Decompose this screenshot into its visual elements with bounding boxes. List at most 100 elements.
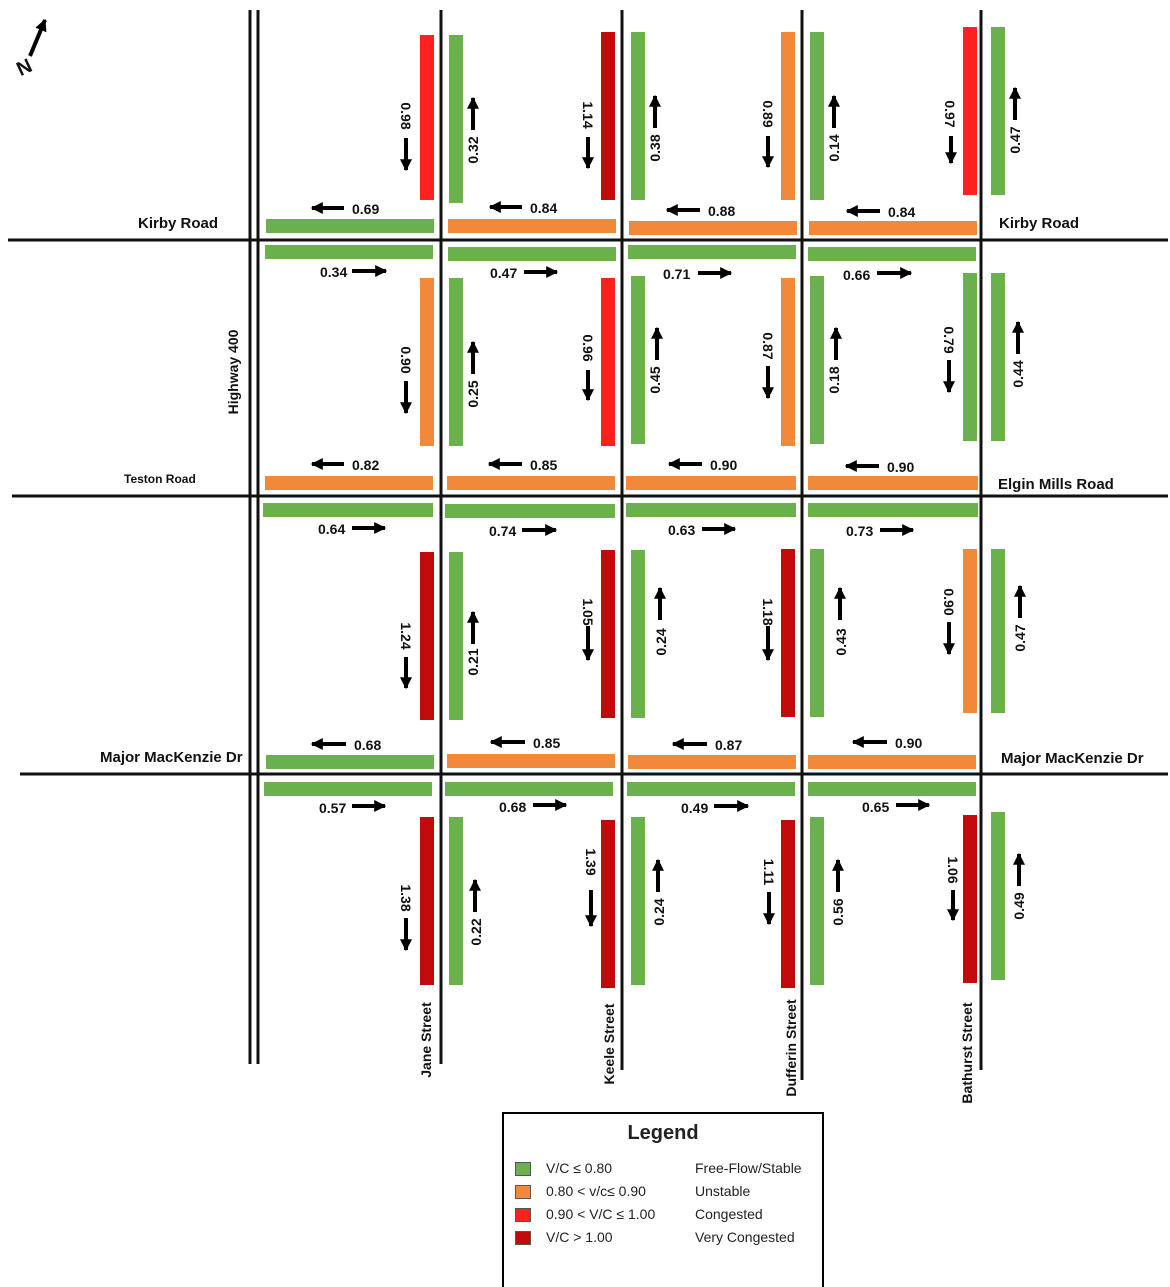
vc-bar — [449, 817, 463, 985]
vc-value-label: 0.68 — [499, 799, 526, 815]
vc-value-label: 0.65 — [862, 799, 889, 815]
vc-value-label: 1.39 — [583, 848, 599, 875]
vc-bar — [449, 278, 463, 446]
vc-bar — [445, 782, 613, 796]
vc-value-label: 1.18 — [760, 598, 776, 625]
vc-value-label: 0.90 — [710, 457, 737, 473]
vc-value-label: 0.47 — [1007, 126, 1023, 153]
legend-swatch — [515, 1162, 531, 1176]
road-label-highway-400: Highway 400 — [225, 329, 241, 414]
vc-value-label: 0.71 — [663, 266, 690, 282]
legend-item: 0.80 < v/c≤ 0.90 Unstable — [504, 1182, 822, 1205]
vc-bar — [991, 549, 1005, 713]
vc-value-label: 0.89 — [760, 100, 776, 127]
vc-bar — [810, 32, 824, 200]
vc-bar — [601, 820, 615, 988]
legend-item: V/C ≤ 0.80 Free-Flow/Stable — [504, 1159, 822, 1182]
vc-value-label: 0.49 — [1011, 892, 1027, 919]
legend-range: V/C > 1.00 — [546, 1229, 613, 1245]
legend-description: Very Congested — [695, 1229, 795, 1245]
legend-description: Unstable — [695, 1183, 751, 1199]
vc-bar — [420, 552, 434, 720]
vc-value-label: 0.57 — [319, 800, 346, 816]
vc-bar — [631, 817, 645, 985]
vc-value-label: 0.63 — [668, 522, 695, 538]
vc-value-label: 0.25 — [465, 380, 481, 407]
vc-value-label: 0.88 — [708, 203, 735, 219]
vc-bar — [265, 245, 433, 259]
vc-value-label: 0.47 — [1012, 624, 1028, 651]
vc-value-label: 0.85 — [530, 457, 557, 473]
vc-bar — [449, 35, 463, 203]
vc-bar — [808, 503, 978, 517]
vc-value-label: 1.05 — [580, 598, 596, 625]
vc-bar — [447, 476, 615, 490]
vc-bar — [601, 278, 615, 446]
vc-bar — [809, 221, 977, 235]
vc-bar — [265, 476, 433, 490]
vc-bar — [420, 278, 434, 446]
legend-range: 0.80 < v/c≤ 0.90 — [546, 1183, 646, 1199]
legend-swatch — [515, 1208, 531, 1222]
vc-bar — [263, 503, 433, 517]
vc-bar — [447, 754, 615, 768]
vc-value-label: 1.38 — [398, 884, 414, 911]
road-label-major-mackenzie-east: Major MacKenzie Dr — [1001, 750, 1144, 767]
vc-bar — [420, 35, 434, 200]
vc-bar — [420, 817, 434, 985]
vc-value-label: 0.14 — [826, 134, 842, 161]
road-label-kirby-east: Kirby Road — [999, 215, 1079, 232]
vc-bar — [963, 273, 977, 441]
vc-bar — [781, 549, 795, 717]
vc-bar — [445, 504, 615, 518]
north-arrow-label: N — [13, 55, 35, 81]
vc-value-label: 1.06 — [945, 856, 961, 883]
horizontal-link-labels: 0.69 0.84 0.88 0.84 0.34 0.47 0.71 0.66 … — [310, 200, 931, 816]
vc-bar — [810, 549, 824, 717]
vc-value-label: 0.47 — [490, 265, 517, 281]
vc-bar — [266, 219, 434, 233]
legend-swatch — [515, 1185, 531, 1199]
vc-bar — [448, 247, 616, 261]
legend-range: V/C ≤ 0.80 — [546, 1160, 613, 1176]
vc-value-label: 0.64 — [318, 521, 345, 537]
vc-bar — [810, 276, 824, 444]
road-label-elgin-mills: Elgin Mills Road — [998, 476, 1114, 493]
vc-value-label: 0.45 — [647, 366, 663, 393]
vc-value-label: 0.21 — [465, 648, 481, 675]
vc-value-label: 0.90 — [941, 588, 957, 615]
vertical-link-bars — [420, 27, 1005, 988]
vc-bar — [991, 812, 1005, 980]
vc-bar — [448, 219, 616, 233]
vertical-link-labels: 0.98 0.32 1.14 0.38 0.89 0.14 0.97 0.47 … — [398, 86, 1028, 952]
vc-value-label: 0.24 — [653, 628, 669, 655]
legend-swatch — [515, 1231, 531, 1245]
vc-value-label: 0.24 — [651, 898, 667, 925]
vc-value-label: 0.84 — [530, 200, 557, 216]
road-label-keele: Keele Street — [601, 1003, 617, 1084]
vc-bar — [264, 782, 432, 796]
vc-value-label: 0.79 — [941, 326, 957, 353]
road-network — [8, 10, 1168, 1080]
vc-bar — [631, 32, 645, 200]
vc-value-label: 0.74 — [489, 523, 516, 539]
vc-value-label: 0.38 — [647, 134, 663, 161]
vc-bar — [808, 247, 976, 261]
vc-bar — [627, 782, 795, 796]
vc-bar — [963, 27, 977, 195]
vc-value-label: 0.69 — [352, 201, 379, 217]
vc-value-label: 0.49 — [681, 800, 708, 816]
vc-bar — [963, 815, 977, 983]
legend-description: Free-Flow/Stable — [695, 1160, 802, 1176]
vc-bar — [629, 221, 797, 235]
legend-item: V/C > 1.00 Very Congested — [504, 1228, 822, 1251]
vc-bar — [781, 820, 795, 988]
legend-item: 0.90 < V/C ≤ 1.00 Congested — [504, 1205, 822, 1228]
vc-value-label: 0.66 — [843, 267, 870, 283]
vc-bar — [628, 245, 796, 259]
vc-value-label: 0.85 — [533, 735, 560, 751]
vc-value-label: 0.90 — [398, 346, 414, 373]
legend-box: Legend V/C ≤ 0.80 Free-Flow/Stable 0.80 … — [502, 1112, 824, 1287]
vc-bar — [808, 476, 978, 490]
